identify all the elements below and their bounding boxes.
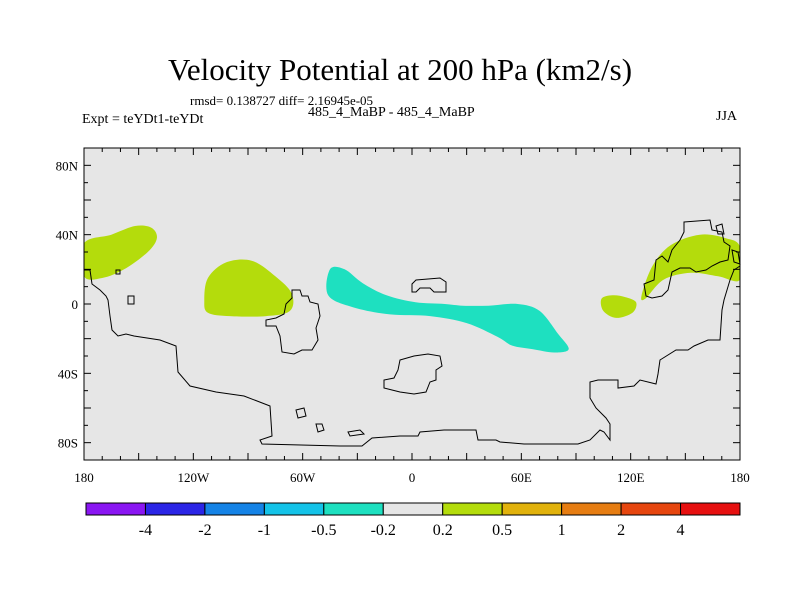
colorbar-box [144, 502, 206, 516]
x-tick-label: 0 [409, 470, 416, 485]
coastline [715, 223, 725, 235]
contour-region-west-pacific-positive [641, 234, 740, 301]
season-label: JJA [716, 109, 738, 124]
coastline [127, 295, 135, 305]
x-tick-label: 180 [730, 470, 750, 485]
x-tick-label: 60W [290, 470, 316, 485]
colorbar-box [561, 502, 622, 516]
coastline [383, 353, 443, 395]
colorbar-box [620, 502, 682, 516]
colorbar-label: -0.5 [311, 522, 336, 539]
x-tick-label: 120W [177, 470, 210, 485]
colorbar-box [442, 502, 503, 516]
rmsd-diff-stats: rmsd= 0.138727 diff= 2.16945e-05 [190, 93, 374, 108]
chart-title: Velocity Potential at 200 hPa (km2/s) [167, 52, 633, 87]
colorbar-box [382, 502, 444, 516]
colorbar-label: 2 [617, 522, 625, 539]
colorbar-box [501, 502, 563, 516]
colorbar-label: -0.2 [371, 522, 396, 539]
colorbar-box [680, 502, 741, 516]
colorbar-label: 4 [677, 522, 685, 539]
contour-region-east-pacific-positive [204, 259, 294, 317]
colorbar-box [323, 502, 384, 516]
x-tick-label: 180 [74, 470, 94, 485]
y-tick-label: 40S [58, 366, 78, 381]
colorbar-box [263, 502, 325, 516]
y-tick-label: 80N [56, 158, 79, 173]
colorbar-label: 0.2 [433, 522, 453, 539]
coastline [295, 407, 307, 419]
y-tick-label: 40N [56, 228, 79, 243]
coastline [265, 289, 321, 355]
colorbar-label: -1 [258, 522, 271, 539]
colorbar-box [85, 502, 146, 516]
y-tick-label: 80S [58, 436, 78, 451]
colorbar-box [204, 502, 265, 516]
coastline [315, 423, 325, 433]
colorbar-label: -4 [139, 522, 152, 539]
colorbar-label: 0.5 [492, 522, 512, 539]
x-tick-label: 120E [617, 470, 645, 485]
case-comparison-label: 485_4_MaBP - 485_4_MaBP [308, 105, 475, 120]
colorbar-label: 1 [558, 522, 566, 539]
experiment-label: Expt = teYDt1-teYDt [82, 112, 204, 127]
coastline [411, 277, 447, 293]
coastline [115, 269, 121, 275]
coastline [347, 429, 366, 437]
coastline [643, 219, 731, 299]
x-tick-label: 60E [511, 470, 532, 485]
contour-region-north-pacific-positive [84, 225, 157, 280]
colorbar-label: -2 [198, 522, 211, 539]
contour-region-atlantic-africa-negative [326, 266, 569, 353]
y-tick-label: 0 [72, 297, 79, 312]
contour-region-indian-ocean-small-positive [600, 295, 637, 318]
coastline [84, 265, 741, 447]
